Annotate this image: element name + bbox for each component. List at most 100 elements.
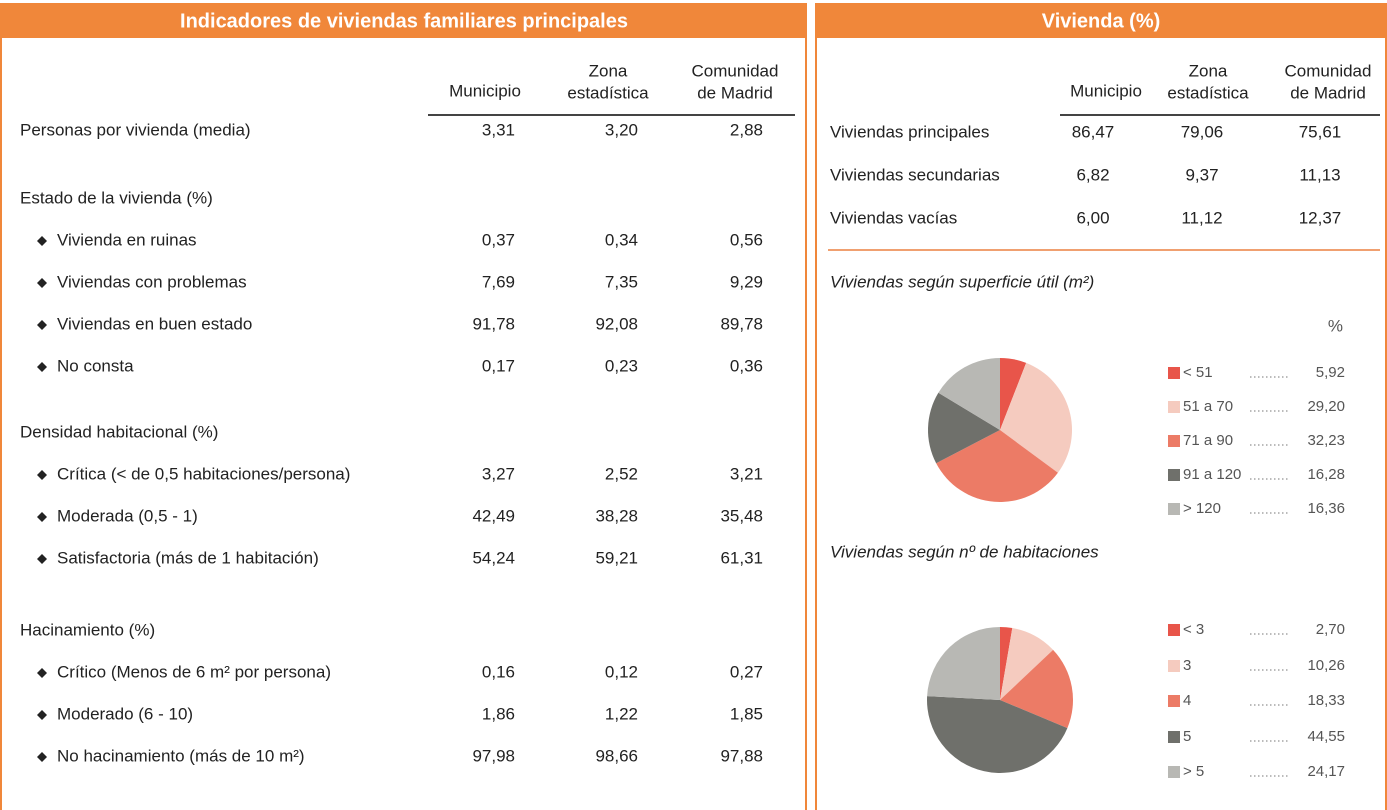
cell: 1,85: [730, 704, 763, 723]
cell: 9,37: [1185, 165, 1218, 184]
column-header: de Madrid: [1290, 83, 1366, 102]
legend-swatch: [1168, 660, 1180, 672]
cell: 3,21: [730, 464, 763, 483]
pie-slice: [1000, 649, 1073, 729]
cell: 97,98: [472, 746, 515, 765]
bullet: [37, 320, 47, 330]
legend-label: 71 a 90: [1183, 432, 1233, 449]
cell: 0,34: [605, 230, 638, 249]
cell: 75,61: [1299, 122, 1342, 141]
cell: 11,13: [1299, 165, 1340, 184]
legend-swatch: [1168, 624, 1180, 636]
legend-value: 5,92: [1316, 364, 1345, 381]
legend-label: 3: [1183, 657, 1191, 674]
cell: 97,88: [720, 746, 763, 765]
cell: 12,37: [1299, 208, 1342, 227]
legend-label: < 51: [1183, 364, 1213, 381]
legend-label: > 120: [1183, 500, 1221, 517]
left-title: Indicadores de viviendas familiares prin…: [180, 10, 628, 32]
cell: 9,29: [730, 272, 763, 291]
legend-swatch: [1168, 367, 1180, 379]
pie-slice: [1000, 362, 1072, 473]
cell: 2,88: [730, 120, 763, 139]
column-header: estadística: [1167, 83, 1249, 102]
column-header: Zona: [1189, 61, 1228, 80]
pie-slice: [927, 627, 1000, 700]
legend-label: 4: [1183, 692, 1191, 709]
pie-slice: [928, 392, 1000, 464]
row-label: Vivienda en ruinas: [57, 230, 197, 249]
unit-label: %: [1328, 316, 1343, 335]
cell: 35,48: [720, 506, 763, 525]
legend-value: 10,26: [1307, 657, 1345, 674]
legend-swatch: [1168, 469, 1180, 481]
row-label: Viviendas con problemas: [57, 272, 247, 291]
legend-value: 16,36: [1307, 500, 1345, 517]
row-label: Crítica (< de 0,5 habitaciones/persona): [57, 464, 350, 483]
pie-slice: [936, 430, 1058, 503]
legend-value: 32,23: [1307, 432, 1345, 449]
pie-slice: [1000, 627, 1013, 700]
chart-title: Viviendas según nº de habitaciones: [830, 542, 1099, 561]
cell: 86,47: [1072, 122, 1115, 141]
legend-value: 16,28: [1307, 466, 1345, 483]
cell: 0,36: [730, 356, 763, 375]
cell: 7,35: [605, 272, 638, 291]
legend-label: 51 a 70: [1183, 398, 1233, 415]
cell: 1,22: [605, 704, 638, 723]
cell: 6,00: [1076, 208, 1109, 227]
row-label: Viviendas en buen estado: [57, 314, 252, 333]
legend-swatch: [1168, 435, 1180, 447]
cell: 0,56: [730, 230, 763, 249]
row-label: Satisfactoria (más de 1 habitación): [57, 548, 319, 567]
pie-slice: [927, 696, 1068, 773]
cell: 2,52: [605, 464, 638, 483]
row-label: Viviendas principales: [830, 122, 989, 141]
cell: 79,06: [1181, 122, 1224, 141]
column-header: Comunidad: [692, 61, 779, 80]
column-header: Municipio: [1070, 81, 1142, 100]
cell: 3,27: [482, 464, 515, 483]
cell: 0,37: [482, 230, 515, 249]
row-label: Viviendas vacías: [830, 208, 957, 227]
column-header: Municipio: [449, 81, 521, 100]
chart-title: Viviendas según superficie útil (m²): [830, 272, 1094, 291]
bullet: [37, 668, 47, 678]
group-heading: Estado de la vivienda (%): [20, 188, 213, 207]
cell: 91,78: [472, 314, 515, 333]
legend-swatch: [1168, 766, 1180, 778]
cell: 0,12: [605, 662, 638, 681]
legend-label: < 3: [1183, 621, 1204, 638]
legend-value: 29,20: [1307, 398, 1345, 415]
column-header: Zona: [589, 61, 628, 80]
legend-label: 91 a 120: [1183, 466, 1241, 483]
bullet: [37, 278, 47, 288]
row-label: Viviendas secundarias: [830, 165, 1000, 184]
bullet: [37, 236, 47, 246]
column-header: estadística: [567, 83, 649, 102]
right-header-bar: [815, 4, 1387, 38]
legend-swatch: [1168, 731, 1180, 743]
bullet: [37, 554, 47, 564]
cell: 3,20: [605, 120, 638, 139]
cell: 0,27: [730, 662, 763, 681]
legend-swatch: [1168, 503, 1180, 515]
bullet: [37, 752, 47, 762]
cell: 59,21: [595, 548, 638, 567]
row-label: Moderada (0,5 - 1): [57, 506, 198, 525]
bullet: [37, 470, 47, 480]
cell: 0,16: [482, 662, 515, 681]
legend-swatch: [1168, 695, 1180, 707]
cell: 54,24: [472, 548, 515, 567]
cell: 42,49: [472, 506, 515, 525]
cell: 38,28: [595, 506, 638, 525]
cell: 92,08: [595, 314, 638, 333]
row-label: Moderado (6 - 10): [57, 704, 193, 723]
cell: 1,86: [482, 704, 515, 723]
column-header: Comunidad: [1285, 61, 1372, 80]
bullet: [37, 710, 47, 720]
group-heading: Densidad habitacional (%): [20, 422, 218, 441]
cell: 61,31: [720, 548, 763, 567]
cell: 0,17: [482, 356, 515, 375]
legend-value: 18,33: [1307, 692, 1345, 709]
